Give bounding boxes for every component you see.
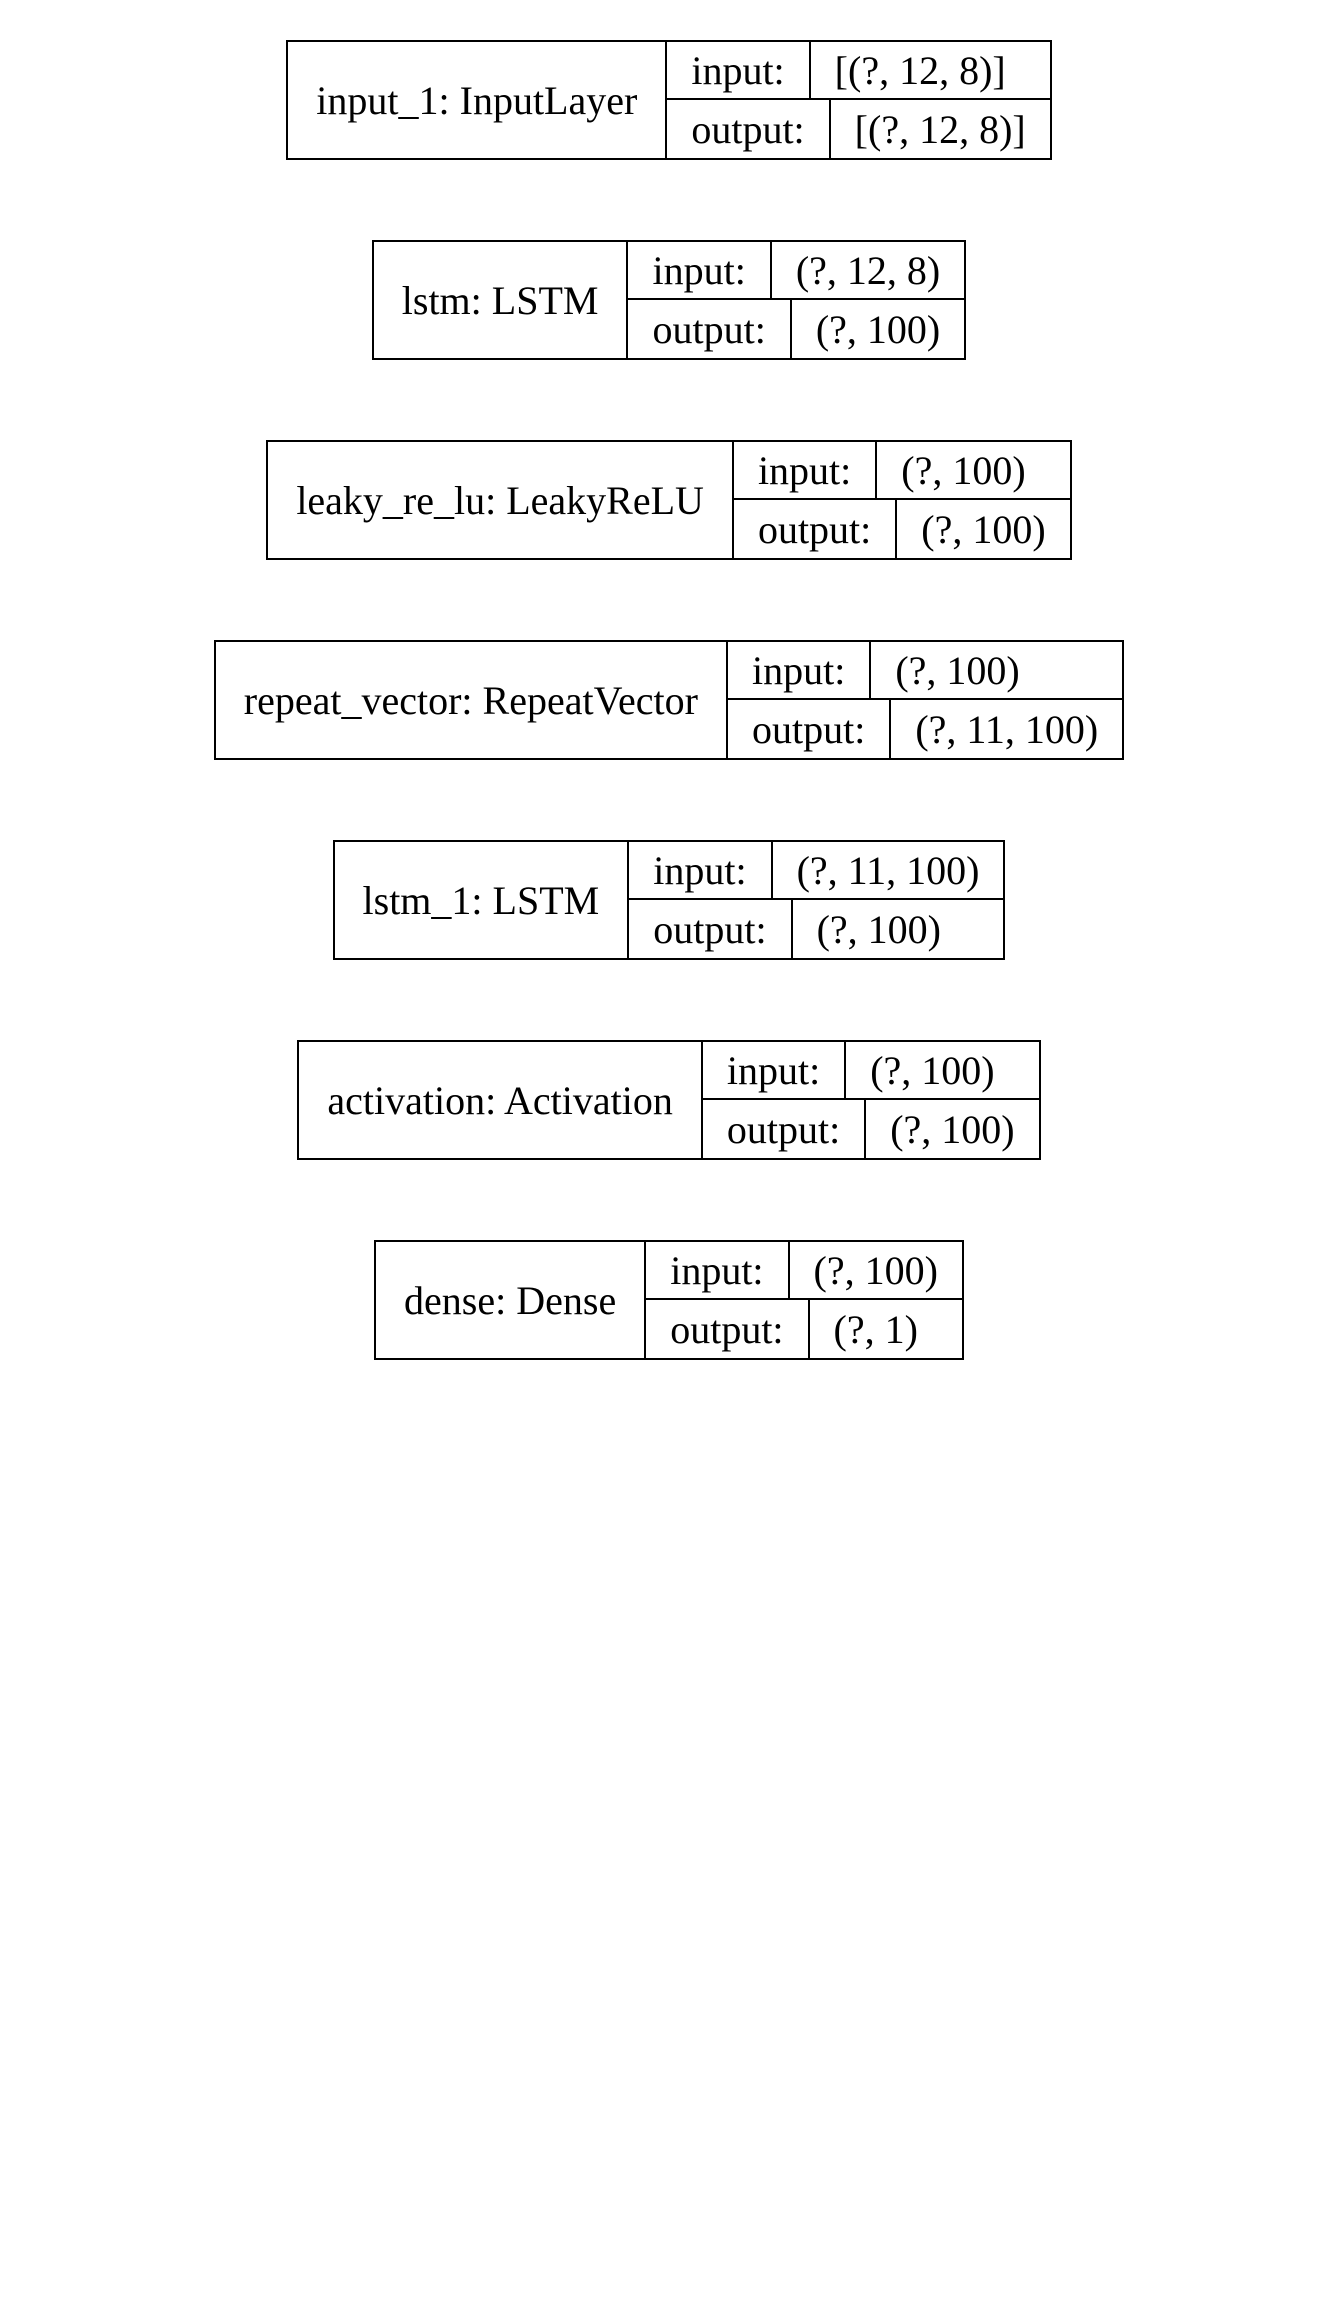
- io-label-input: input:: [629, 842, 772, 898]
- io-shape-input: (?, 100): [871, 642, 1043, 698]
- io-row-output: output: (?, 100): [703, 1100, 1039, 1158]
- layer-name: input_1: InputLayer: [288, 42, 667, 158]
- arrow-icon: [668, 960, 670, 1040]
- io-label-output: output:: [734, 500, 897, 558]
- io-label-input: input:: [628, 242, 771, 298]
- layer-node: repeat_vector: RepeatVector input: (?, 1…: [214, 640, 1124, 760]
- io-label-output: output:: [728, 700, 891, 758]
- io-shape-input: (?, 100): [846, 1042, 1018, 1098]
- layer-name: dense: Dense: [376, 1242, 646, 1358]
- io-shape-input: (?, 12, 8): [772, 242, 964, 298]
- io-row-output: output: (?, 100): [629, 900, 1003, 958]
- io-row-input: input: [(?, 12, 8)]: [667, 42, 1049, 100]
- io-row-input: input: (?, 100): [703, 1042, 1039, 1100]
- layer-node: lstm: LSTM input: (?, 12, 8) output: (?,…: [372, 240, 966, 360]
- layer-name: activation: Activation: [299, 1042, 702, 1158]
- arrow-icon: [668, 360, 670, 440]
- layer-node: input_1: InputLayer input: [(?, 12, 8)] …: [286, 40, 1051, 160]
- arrow-icon: [668, 760, 670, 840]
- io-row-output: output: (?, 100): [734, 500, 1070, 558]
- io-row-output: output: [(?, 12, 8)]: [667, 100, 1049, 158]
- io-shape-output: (?, 100): [866, 1100, 1038, 1158]
- layer-name: lstm: LSTM: [374, 242, 629, 358]
- io-shape-output: (?, 100): [793, 900, 965, 958]
- io-row-output: output: (?, 100): [628, 300, 964, 358]
- io-shape-output: (?, 100): [897, 500, 1069, 558]
- arrow-icon: [668, 160, 670, 240]
- io-row-output: output: (?, 1): [646, 1300, 962, 1358]
- io-label-output: output:: [628, 300, 791, 358]
- io-label-input: input:: [667, 42, 810, 98]
- layer-node: lstm_1: LSTM input: (?, 11, 100) output:…: [333, 840, 1006, 960]
- layer-name: repeat_vector: RepeatVector: [216, 642, 728, 758]
- io-column: input: (?, 100) output: (?, 100): [734, 442, 1070, 558]
- io-row-input: input: (?, 100): [646, 1242, 962, 1300]
- io-shape-input: (?, 11, 100): [773, 842, 1004, 898]
- io-label-output: output:: [703, 1100, 866, 1158]
- arrow-icon: [668, 1160, 670, 1240]
- layer-node: leaky_re_lu: LeakyReLU input: (?, 100) o…: [266, 440, 1071, 560]
- io-column: input: (?, 100) output: (?, 100): [703, 1042, 1039, 1158]
- io-row-input: input: (?, 100): [728, 642, 1122, 700]
- io-label-input: input:: [703, 1042, 846, 1098]
- io-label-output: output:: [629, 900, 792, 958]
- io-shape-input: [(?, 12, 8)]: [811, 42, 1030, 98]
- io-label-output: output:: [667, 100, 830, 158]
- io-label-output: output:: [646, 1300, 809, 1358]
- io-shape-output: (?, 11, 100): [891, 700, 1122, 758]
- layer-name: lstm_1: LSTM: [335, 842, 630, 958]
- io-row-output: output: (?, 11, 100): [728, 700, 1122, 758]
- io-label-input: input:: [734, 442, 877, 498]
- io-column: input: (?, 12, 8) output: (?, 100): [628, 242, 964, 358]
- model-diagram: input_1: InputLayer input: [(?, 12, 8)] …: [214, 40, 1124, 1360]
- io-shape-output: (?, 1): [810, 1300, 942, 1358]
- io-shape-output: [(?, 12, 8)]: [831, 100, 1050, 158]
- io-row-input: input: (?, 11, 100): [629, 842, 1003, 900]
- io-shape-input: (?, 100): [790, 1242, 962, 1298]
- layer-name: leaky_re_lu: LeakyReLU: [268, 442, 734, 558]
- io-column: input: (?, 100) output: (?, 1): [646, 1242, 962, 1358]
- io-shape-output: (?, 100): [792, 300, 964, 358]
- io-column: input: (?, 11, 100) output: (?, 100): [629, 842, 1003, 958]
- io-row-input: input: (?, 12, 8): [628, 242, 964, 300]
- layer-node: dense: Dense input: (?, 100) output: (?,…: [374, 1240, 964, 1360]
- io-row-input: input: (?, 100): [734, 442, 1070, 500]
- arrow-icon: [668, 560, 670, 640]
- io-label-input: input:: [728, 642, 871, 698]
- io-column: input: (?, 100) output: (?, 11, 100): [728, 642, 1122, 758]
- io-label-input: input:: [646, 1242, 789, 1298]
- layer-node: activation: Activation input: (?, 100) o…: [297, 1040, 1040, 1160]
- io-column: input: [(?, 12, 8)] output: [(?, 12, 8)]: [667, 42, 1049, 158]
- io-shape-input: (?, 100): [877, 442, 1049, 498]
